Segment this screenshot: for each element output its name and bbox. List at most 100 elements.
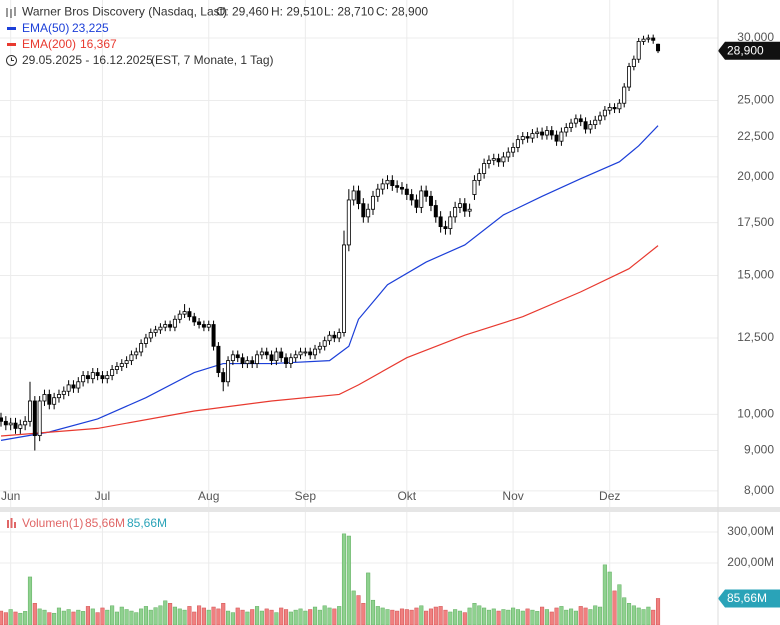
volume-bar <box>409 609 414 625</box>
candle-body <box>506 151 511 158</box>
candle-body <box>206 324 211 328</box>
volume-bar <box>143 606 148 625</box>
volume-bar <box>540 606 545 625</box>
ohlc-open: O: 29,460 <box>216 5 269 19</box>
volume-bar <box>573 610 578 625</box>
candle-body <box>651 37 656 41</box>
volume-bar <box>274 612 279 625</box>
candle-body <box>47 394 52 405</box>
candle-body <box>308 351 313 356</box>
volume-bar <box>288 611 293 625</box>
volume-bar <box>332 608 337 625</box>
y-tick-label: 9,000 <box>744 443 774 457</box>
candle-body <box>573 118 578 124</box>
candle-body <box>172 318 177 328</box>
candle-body <box>525 136 530 139</box>
volume-bar <box>259 610 264 625</box>
candle-body <box>66 384 71 392</box>
candle-body <box>255 354 260 364</box>
candle-body <box>81 375 86 383</box>
volume-bar <box>192 611 197 625</box>
candle-body <box>327 334 332 342</box>
candle-body <box>428 195 433 206</box>
candle-body <box>549 130 554 136</box>
date-range: 29.05.2025 - 16.12.2025 <box>22 53 153 67</box>
volume-bar <box>100 607 105 625</box>
volume-bar <box>148 609 153 625</box>
volume-bar <box>61 610 66 625</box>
volume-bar <box>631 605 636 625</box>
volume-bar <box>177 608 182 625</box>
volume-bar <box>438 606 443 625</box>
candle-body <box>264 351 269 356</box>
candle-body <box>486 159 491 164</box>
volume-bar <box>564 609 569 625</box>
candle-body <box>380 183 385 190</box>
candle-body <box>646 37 651 40</box>
volume-bar <box>235 607 240 625</box>
candle-body <box>491 158 496 161</box>
legend-label: EMA(50) <box>22 21 69 35</box>
candle-body <box>443 226 448 230</box>
candle-body <box>544 130 549 136</box>
volume-bar <box>346 535 351 625</box>
ohlc-high: H: 29,510 <box>271 5 323 19</box>
y-tick-label: 12,500 <box>737 330 774 344</box>
candle-body <box>90 372 95 380</box>
candle-body <box>13 422 18 429</box>
candle-body <box>100 375 105 380</box>
volume-bar <box>569 608 574 625</box>
volume-bar <box>511 607 516 625</box>
candle-body <box>602 109 607 117</box>
candle-body <box>119 363 124 367</box>
volume-bar <box>211 606 216 625</box>
candle-body <box>457 203 462 208</box>
volume-bar <box>42 609 47 625</box>
candle-body <box>32 400 37 437</box>
volume-bar <box>535 611 540 625</box>
volume-bar <box>341 533 347 625</box>
x-tick-label: Sep <box>295 489 317 503</box>
clock-icon <box>6 55 17 66</box>
volume-bar <box>602 564 607 625</box>
candle-body <box>366 208 371 218</box>
candle-body <box>192 316 197 323</box>
volume-bar <box>361 603 366 625</box>
y-tick-label: 25,000 <box>737 93 774 107</box>
volume-bar <box>153 607 158 625</box>
candle-body <box>201 324 206 328</box>
volume-bar <box>520 610 525 625</box>
volume-bar <box>8 609 13 625</box>
candle-body <box>37 400 42 437</box>
volume-bar <box>380 607 385 625</box>
volume-bar <box>56 607 62 625</box>
volume-bar <box>158 605 163 625</box>
candle-body <box>76 381 81 389</box>
candle-body <box>8 422 13 426</box>
volume-bar <box>124 609 129 625</box>
volume-bar <box>390 609 395 625</box>
candle-body <box>332 334 337 339</box>
candle-body <box>656 43 661 52</box>
candle-body <box>211 324 216 347</box>
volume-bar <box>530 609 535 625</box>
candle-body <box>598 115 603 121</box>
volume-bar <box>477 605 482 625</box>
candle-body <box>588 124 593 130</box>
candle-body <box>433 205 438 218</box>
volume-bar <box>404 609 409 625</box>
candle-body <box>95 372 100 376</box>
candle-body <box>409 194 414 201</box>
volume-bar <box>105 609 110 625</box>
volume-bar <box>13 611 18 625</box>
volume-bar <box>322 605 327 625</box>
candle-body <box>520 136 525 141</box>
x-tick-label: Aug <box>198 489 219 503</box>
candle-body <box>501 156 506 163</box>
volume-panel: 200,00M 300,00M 85,66M <box>0 512 780 625</box>
candle-body <box>216 345 221 373</box>
volume-bar <box>472 603 477 625</box>
candle-body <box>641 38 646 42</box>
candle-body <box>559 131 564 142</box>
volume-bar <box>27 576 33 625</box>
